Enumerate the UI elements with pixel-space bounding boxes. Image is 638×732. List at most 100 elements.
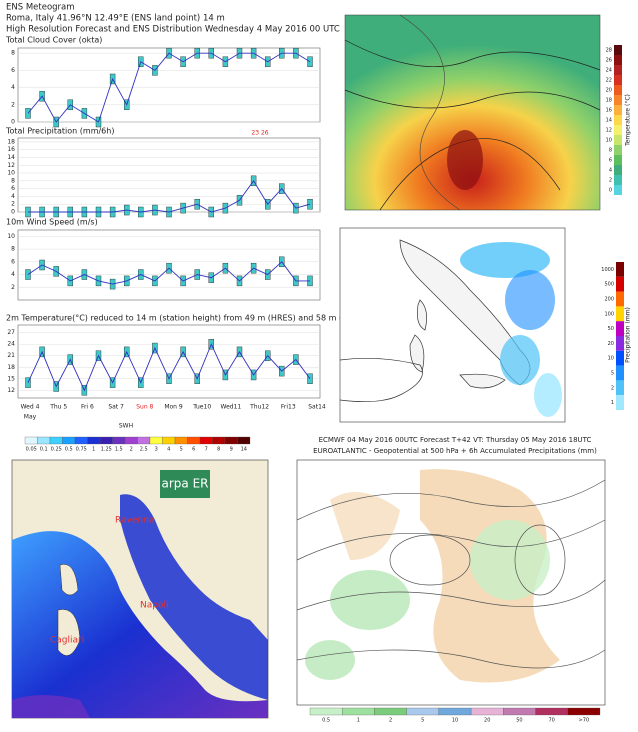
colorbar-swatch <box>614 85 622 95</box>
y-tick-label: 12 <box>7 162 15 169</box>
colorbar-swatch <box>149 436 163 445</box>
colorbar-swatch <box>24 436 38 445</box>
x-tick-label: Sun 8 <box>136 404 153 411</box>
colorbar-swatch <box>614 95 622 105</box>
colorbar-label: 70 <box>548 718 554 724</box>
x-tick-label: Thu 5 <box>49 404 67 411</box>
x-tick-label: Fri13 <box>281 404 296 411</box>
colorbar-label: 12 <box>606 128 612 134</box>
colorbar-label: 5 <box>611 371 614 377</box>
colorbar-label: 1 <box>92 447 95 453</box>
hres-line <box>27 261 310 285</box>
colorbar-swatch <box>124 436 138 445</box>
colorbar-swatch <box>616 336 624 351</box>
colorbar-label: 1 <box>357 718 360 724</box>
colorbar-title: Temperature (°C) <box>625 94 632 147</box>
x-tick-label: Wed 4 <box>21 404 40 411</box>
y-tick-label: 8 <box>11 50 15 57</box>
colorbar-label: 0.25 <box>51 447 62 453</box>
colorbar-label: 4 <box>167 447 170 453</box>
y-tick-label: 6 <box>11 258 15 265</box>
colorbar-label: 1.5 <box>115 447 123 453</box>
colorbar-label: 26 <box>606 58 612 64</box>
colorbar-label: 0 <box>609 188 612 194</box>
colorbar-swatch <box>438 707 472 716</box>
y-tick-label: 10 <box>7 233 15 240</box>
map-subtitle: EUROATLANTIC - Geopotential at 500 hPa +… <box>313 447 597 455</box>
colorbar-swatch <box>614 175 622 185</box>
y-tick-label: 2 <box>11 201 15 208</box>
colorbar-swatch <box>616 350 624 366</box>
hres-line <box>28 180 311 213</box>
city: Napoli <box>140 601 168 611</box>
colorbar-swatch <box>162 436 176 445</box>
colorbar-swatch <box>614 185 622 195</box>
temperature-map <box>344 14 601 211</box>
colorbar-swatch <box>616 365 624 381</box>
y-tick-label: 10 <box>7 170 15 177</box>
colorbar-label: 14 <box>606 118 612 124</box>
meteogram-location: Roma, Italy 41.96°N 12.49°E (ENS land po… <box>6 14 225 24</box>
city: Ravenna <box>115 516 154 526</box>
colorbar-swatch <box>62 436 76 445</box>
colorbar-label: 7 <box>205 447 208 453</box>
y-tick-label: 8 <box>11 246 15 253</box>
colorbar-label: 3 <box>155 447 158 453</box>
colorbar-label: 0.1 <box>40 447 48 453</box>
x-tick-label: Tue10 <box>192 404 211 411</box>
colorbar-label: 1.25 <box>101 447 112 453</box>
meteogram-title: ENS Meteogram <box>6 3 75 13</box>
colorbar-label: 2.5 <box>140 447 148 453</box>
colorbar-swatch <box>49 436 63 445</box>
colorbar-label: 50 <box>608 326 614 332</box>
colorbar-swatch <box>616 306 624 322</box>
panel-title: Total Precipitation (mm/6h) <box>5 127 114 136</box>
map-title: ECMWF 04 May 2016 00UTC Forecast T+42 VT… <box>319 436 592 444</box>
y-tick-label: 8 <box>11 177 15 184</box>
colorbar-label: 500 <box>604 282 614 288</box>
y-tick-label: 21 <box>7 352 15 359</box>
colorbar-swatch <box>614 145 622 155</box>
y-tick-label: 4 <box>11 271 15 278</box>
y-tick-label: 4 <box>11 84 15 91</box>
y-tick-label: 0 <box>11 119 15 126</box>
colorbar-label: 0.75 <box>76 447 87 453</box>
colorbar-label: >70 <box>579 718 590 724</box>
x-month-label: May <box>24 414 37 421</box>
colorbar-swatch <box>614 105 622 115</box>
colorbar-swatch <box>212 436 226 445</box>
colorbar-swatch <box>174 436 188 445</box>
colorbar-label: 20 <box>484 718 490 724</box>
colorbar-swatch <box>535 707 568 716</box>
plot-area <box>17 324 321 399</box>
colorbar-label: 9 <box>230 447 233 453</box>
y-tick-label: 27 <box>7 329 15 336</box>
wave-map: arpa ER Ravenna Napoli Cagliari <box>11 459 269 719</box>
colorbar-swatch <box>503 707 536 716</box>
colorbar-swatch <box>187 436 201 445</box>
colorbar-label: 8 <box>217 447 220 453</box>
y-tick-label: 2 <box>11 101 15 108</box>
colorbar-title: SWH <box>119 423 133 430</box>
colorbar-swatch <box>614 115 622 125</box>
x-tick-label: Wed11 <box>221 404 242 411</box>
colorbar-swatch <box>374 707 407 716</box>
colorbar-swatch <box>616 395 624 410</box>
colorbar-swatch <box>112 436 126 445</box>
hres-line <box>27 343 311 392</box>
panel-title: Total Cloud Cover (okta) <box>5 36 102 45</box>
colorbar-title: Precipitation (mm) <box>625 307 632 363</box>
colorbar-label: 10 <box>452 718 458 724</box>
colorbar-swatch <box>309 707 343 716</box>
colorbar-swatch <box>616 321 624 336</box>
colorbar-label: 8 <box>609 148 612 154</box>
colorbar-label: 5 <box>180 447 183 453</box>
colorbar-swatch <box>237 436 251 445</box>
colorbar-label: 18 <box>606 98 612 104</box>
colorbar-swatch <box>614 45 622 55</box>
ecmwf-map <box>296 459 606 706</box>
meteogram-subtitle: High Resolution Forecast and ENS Distrib… <box>6 25 340 35</box>
y-tick-label: 18 <box>7 364 15 371</box>
colorbar-label: 16 <box>606 108 612 114</box>
